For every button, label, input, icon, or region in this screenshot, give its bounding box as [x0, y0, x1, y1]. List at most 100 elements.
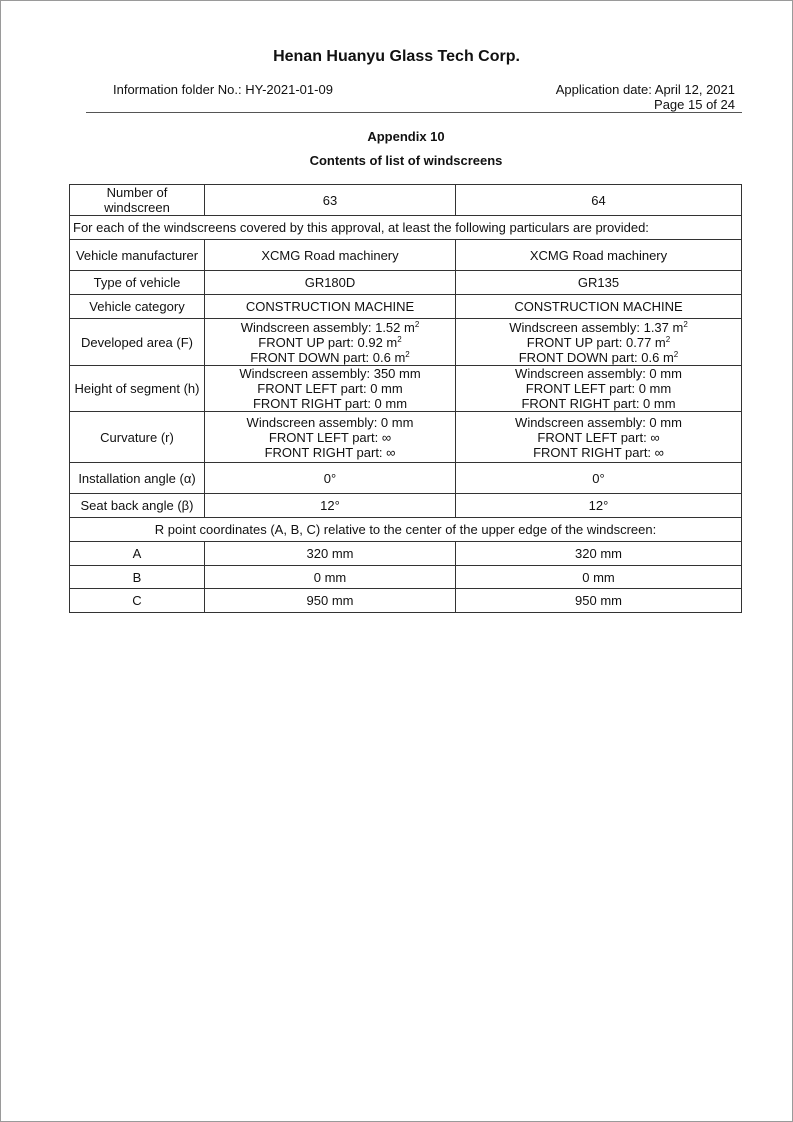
table-row: C 950 mm 950 mm — [69, 588, 742, 613]
windscreen-63-value: Windscreen assembly: 0 mm FRONT LEFT part… — [204, 411, 456, 463]
table-row: B 0 mm 0 mm — [69, 565, 742, 589]
row-label: B — [69, 565, 205, 589]
value-line: FRONT DOWN part: 0.6 m2 — [518, 349, 679, 365]
value-line: FRONT LEFT part: 0 mm — [525, 381, 672, 396]
value-line: 950 mm — [575, 593, 622, 608]
windscreen-64-value: 64 — [455, 184, 742, 216]
superscript: 2 — [673, 349, 679, 359]
windscreen-63-value: Windscreen assembly: 1.52 m2 FRONT UP par… — [204, 318, 456, 366]
value-line: 12° — [588, 498, 609, 513]
superscript: 2 — [397, 334, 402, 344]
value-line: GR180D — [304, 275, 356, 290]
superscript: 2 — [665, 334, 671, 344]
value-line: XCMG Road machinery — [261, 247, 399, 263]
table-row: Vehicle manufacturer XCMG Road machinery X… — [69, 239, 742, 271]
row-label: Vehicle manufacturer — [69, 239, 205, 271]
row-label: Seat back angle (β) — [69, 493, 205, 518]
value-line: CONSTRUCTION MACHINE — [514, 299, 683, 314]
table-row: R point coordinates (A, B, C) relative t… — [69, 517, 742, 542]
section-note: R point coordinates (A, B, C) relative t… — [69, 517, 742, 542]
row-label: C — [69, 588, 205, 613]
header-right: Application date: April 12, 2021 Page 15… — [556, 82, 735, 112]
row-label: Number of windscreen — [69, 184, 205, 216]
windscreen-64-value: XCMG Road machinery — [455, 239, 742, 271]
value-line: FRONT LEFT part: ∞ — [268, 429, 392, 445]
row-label: Installation angle (α) — [69, 462, 205, 494]
row-label: Developed area (F) — [69, 318, 205, 366]
value-line: FRONT RIGHT part: ∞ — [533, 444, 664, 460]
windscreen-64-value: Windscreen assembly: 0 mm FRONT LEFT part… — [455, 365, 742, 412]
row-label: Vehicle category — [69, 294, 205, 319]
windscreen-63-value: Windscreen assembly: 350 mm FRONT LEFT pa… — [204, 365, 456, 412]
windscreen-64-value: 12° — [455, 493, 742, 518]
table-row: Installation angle (α) 0° 0° — [69, 462, 742, 494]
page-number: Page 15 of 24 — [654, 97, 735, 112]
value-line: 0° — [592, 470, 605, 486]
value-line: 320 mm — [306, 546, 354, 561]
value-line: 12° — [320, 498, 340, 513]
value-line: 63 — [322, 192, 338, 208]
application-date: Application date: April 12, 2021 — [555, 82, 735, 97]
value-line: 0 mm — [313, 569, 347, 585]
superscript: 2 — [405, 349, 410, 359]
windscreens-table: Number of windscreen 63 64 For each of the … — [69, 184, 742, 613]
value-line: FRONT UP part: 0.92 m2 — [258, 334, 402, 350]
value-line: XCMG Road machinery — [529, 247, 668, 263]
value-line: Windscreen assembly: 0 mm — [246, 414, 414, 430]
value-line: 0° — [323, 470, 337, 486]
value-line: FRONT LEFT part: ∞ — [537, 429, 660, 445]
section-note: For each of the windscreens covered by t… — [69, 215, 742, 240]
windscreen-63-value: 0° — [204, 462, 456, 494]
value-line: FRONT LEFT part: 0 mm — [257, 381, 403, 396]
company-name: Henan Huanyu Glass Tech Corp. — [273, 48, 520, 65]
windscreen-64-value: 0 mm — [455, 565, 742, 589]
windscreen-63-value: 320 mm — [204, 541, 456, 566]
superscript: 2 — [414, 319, 420, 329]
windscreen-63-value: 950 mm — [204, 588, 456, 613]
row-label: Height of segment (h) — [69, 365, 205, 412]
value-line: FRONT RIGHT part: 0 mm — [252, 396, 408, 411]
value-line: Windscreen assembly: 0 mm — [515, 366, 682, 381]
value-line: Windscreen assembly: 0 mm — [515, 414, 682, 430]
value-line: 320 mm — [575, 546, 622, 561]
value-line: GR135 — [577, 275, 620, 290]
windscreen-64-value: CONSTRUCTION MACHINE — [455, 294, 742, 319]
value-line: 0 mm — [582, 569, 615, 585]
windscreen-63-value: XCMG Road machinery — [204, 239, 456, 271]
table-row: Curvature (r) Windscreen assembly: 0 mm FR… — [69, 411, 742, 463]
windscreen-63-value: CONSTRUCTION MACHINE — [204, 294, 456, 319]
header-divider — [86, 112, 742, 113]
value-line: FRONT DOWN part: 0.6 m2 — [250, 349, 410, 365]
table-row: A 320 mm 320 mm — [69, 541, 742, 566]
windscreen-63-value: 0 mm — [204, 565, 456, 589]
windscreen-64-value: Windscreen assembly: 1.37 m2 FRONT UP par… — [455, 318, 742, 366]
windscreen-63-value: 12° — [204, 493, 456, 518]
value-line: CONSTRUCTION MACHINE — [245, 299, 415, 314]
windscreen-64-value: 320 mm — [455, 541, 742, 566]
windscreen-64-value: GR135 — [455, 270, 742, 295]
windscreen-64-value: 950 mm — [455, 588, 742, 613]
value-line: FRONT RIGHT part: 0 mm — [521, 396, 676, 411]
table-row: For each of the windscreens covered by t… — [69, 215, 742, 240]
table-row: Height of segment (h) Windscreen assembly… — [69, 365, 742, 412]
windscreen-63-value: 63 — [204, 184, 456, 216]
document-subtitle: Contents of list of windscreens — [309, 153, 503, 168]
table-row: Number of windscreen 63 64 — [69, 184, 742, 216]
superscript: 2 — [683, 319, 688, 329]
table-row: Vehicle category CONSTRUCTION MACHINE CONS… — [69, 294, 742, 319]
value-line: 64 — [591, 192, 606, 208]
row-label: Curvature (r) — [69, 411, 205, 463]
value-line: Windscreen assembly: 1.37 m2 — [509, 319, 688, 335]
row-label: Type of vehicle — [69, 270, 205, 295]
windscreen-63-value: GR180D — [204, 270, 456, 295]
table-row: Seat back angle (β) 12° 12° — [69, 493, 742, 518]
value-line: Windscreen assembly: 1.52 m2 — [240, 319, 420, 335]
value-line: 950 mm — [306, 593, 354, 608]
information-folder-number: Information folder No.: HY-2021-01-09 — [113, 82, 333, 97]
appendix-title: Appendix 10 — [367, 129, 445, 144]
value-line: FRONT RIGHT part: ∞ — [264, 444, 396, 460]
table-row: Developed area (F) Windscreen assembly: 1… — [69, 318, 742, 366]
windscreen-64-value: Windscreen assembly: 0 mm FRONT LEFT part… — [455, 411, 742, 463]
windscreen-64-value: 0° — [455, 462, 742, 494]
value-line: FRONT UP part: 0.77 m2 — [526, 334, 671, 350]
